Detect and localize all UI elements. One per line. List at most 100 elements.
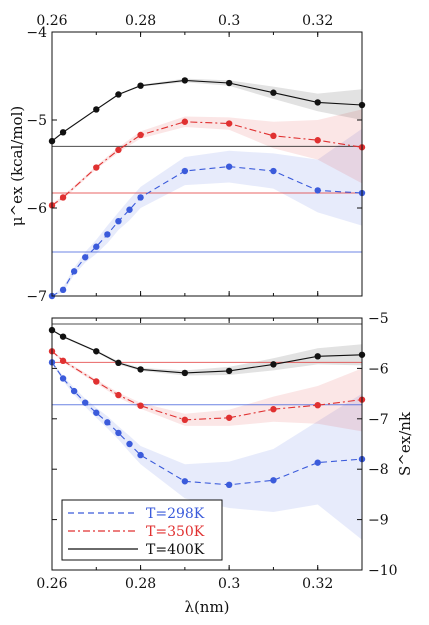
bottom-point-t298k [104, 419, 111, 426]
bottom-point-t298k [59, 375, 67, 382]
top-point-t350k [181, 118, 189, 125]
bottom-reference-lines [52, 323, 362, 406]
bottom-point-t350k [93, 378, 100, 385]
bottom-point-t298k [225, 481, 233, 489]
bottom-y-axis-label: S^ex/nk [396, 411, 414, 476]
top-point-t400k [137, 82, 144, 89]
top-point-t400k [314, 99, 321, 106]
bottom-x-tick-label: 0.32 [302, 576, 333, 592]
bottom-y-tick-label: −10 [368, 563, 398, 579]
top-point-t298k [314, 187, 321, 194]
top-series-lines [52, 79, 362, 296]
top-point-t298k [126, 206, 133, 213]
top-point-t298k [59, 286, 67, 294]
top-point-t350k [59, 194, 67, 201]
bottom-line-t400k [52, 329, 362, 374]
top-uncertainty-bands [52, 78, 362, 296]
top-point-t350k [115, 146, 122, 154]
bottom-panel: 0.26 0.28 0.3 0.32 −10 −9 −8 −7 −6 −5 S^ex/nk λ(n… [36, 311, 414, 616]
bottom-point-t400k [314, 353, 321, 360]
bottom-line-t298k [52, 362, 362, 486]
top-point-t298k [181, 167, 189, 175]
top-point-t298k [137, 194, 144, 201]
top-point-t298k [225, 163, 233, 170]
top-point-t350k [137, 131, 144, 139]
top-y-tick-label: −6 [26, 201, 47, 217]
legend: T=298K T=350K T=400K [61, 499, 223, 561]
top-y-tick-label: −5 [26, 113, 47, 129]
bottom-point-t400k [115, 359, 122, 367]
top-point-t400k [115, 91, 122, 98]
bottom-point-t400k [93, 348, 100, 355]
top-point-t298k [115, 218, 122, 225]
top-point-t400k [181, 77, 189, 84]
bottom-point-t400k [270, 361, 277, 368]
bottom-plot-frame [51, 317, 363, 571]
top-band-t350k [52, 109, 362, 208]
bottom-axis-ticks: 0.26 0.28 0.3 0.32 −10 −9 −8 −7 −6 −5 [36, 311, 397, 592]
top-x-tick-label: 0.32 [302, 13, 333, 29]
bottom-point-t298k [270, 477, 277, 484]
bottom-uncertainty-bands [52, 329, 362, 540]
bottom-x-tick-label: 0.3 [218, 576, 240, 592]
bottom-series-points [48, 326, 366, 489]
top-y-tick-label: −4 [26, 25, 47, 41]
bottom-x-tick-label: 0.26 [36, 576, 67, 592]
bottom-y-tick-label: −5 [368, 311, 389, 327]
bottom-y-tick-label: −9 [368, 513, 389, 529]
top-point-t350k [225, 120, 233, 127]
bottom-y-tick-label: −7 [368, 412, 389, 428]
legend-label-t298k: T=298K [146, 506, 205, 522]
top-point-t400k [93, 106, 100, 113]
top-point-t298k [82, 254, 89, 261]
top-point-t350k [93, 164, 100, 171]
top-x-tick-label: 0.3 [218, 13, 240, 29]
bottom-y-tick-label: −6 [368, 361, 389, 377]
bottom-point-t400k [181, 369, 189, 377]
bottom-y-tick-label: −8 [368, 462, 389, 478]
top-plot-frame [51, 31, 363, 297]
top-x-tick-label: 0.28 [125, 13, 156, 29]
top-band-t400k [52, 78, 362, 142]
top-point-t400k [59, 129, 67, 136]
top-y-axis-label: μ^ex (kcal/mol) [8, 106, 26, 226]
bottom-series-lines [52, 329, 362, 486]
bottom-band-t298k [52, 361, 362, 540]
bottom-point-t350k [225, 414, 233, 421]
top-point-t400k [270, 89, 277, 96]
top-line-t350k [52, 121, 362, 206]
legend-label-t400k: T=400K [146, 542, 205, 558]
bottom-point-t298k [314, 459, 321, 466]
bottom-point-t298k [137, 451, 144, 459]
legend-label-t350k: T=350K [146, 524, 205, 540]
top-point-t350k [270, 132, 277, 140]
bottom-point-t350k [314, 401, 321, 409]
bottom-point-t350k [115, 391, 122, 399]
bottom-point-t400k [137, 366, 144, 373]
bottom-band-t350k [52, 350, 362, 432]
top-point-t298k [70, 268, 78, 275]
bottom-point-t350k [181, 416, 189, 424]
bottom-x-axis-label: λ(nm) [184, 598, 229, 616]
top-axis-ticks: 0.26 0.28 0.3 0.32 −7 −6 −5 −4 [26, 13, 363, 305]
bottom-line-t350k [52, 350, 362, 421]
bottom-band-t400k [52, 329, 362, 376]
top-point-t298k [270, 167, 277, 175]
top-point-t298k [93, 243, 100, 250]
bottom-point-t298k [126, 440, 133, 448]
bottom-x-tick-label: 0.28 [125, 576, 156, 592]
top-panel: 0.26 0.28 0.3 0.32 −7 −6 −5 −4 μ^ex (kcal/mol) [8, 13, 366, 305]
top-x-tick-label: 0.26 [36, 13, 67, 29]
top-point-t298k [104, 231, 111, 238]
bottom-point-t298k [70, 387, 78, 395]
bottom-point-t298k [82, 399, 89, 406]
top-point-t350k [314, 137, 321, 144]
bottom-point-t350k [59, 357, 67, 365]
bottom-point-t400k [59, 333, 67, 340]
top-series-points [48, 77, 366, 300]
bottom-point-t298k [181, 478, 189, 485]
bottom-point-t400k [225, 367, 233, 375]
bottom-point-t350k [270, 406, 277, 413]
bottom-point-t350k [137, 402, 144, 409]
